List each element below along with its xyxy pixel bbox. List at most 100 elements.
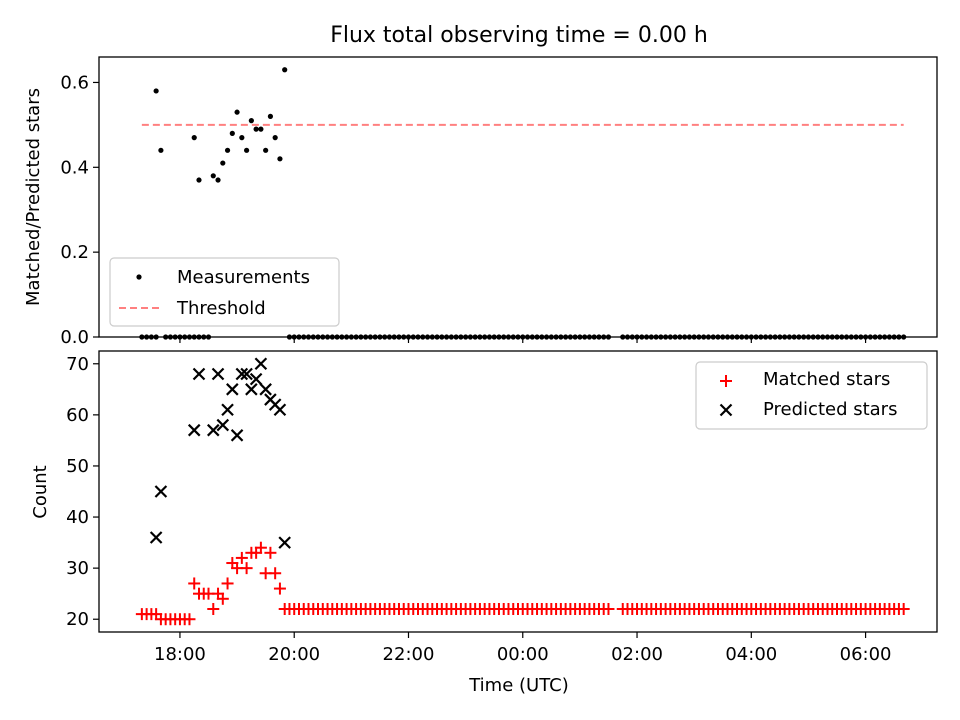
count-panel: Count Time (UTC) 20 30 40 50 60 70 18:00 20:00 2… <box>30 350 938 696</box>
predicted-point <box>226 383 239 396</box>
measurement-point <box>267 113 274 119</box>
predicted-point-b <box>192 367 206 381</box>
measurement-point <box>220 160 226 166</box>
measurement-point <box>215 177 221 183</box>
predicted-point <box>221 403 234 417</box>
predicted-point <box>259 383 272 396</box>
matched-point <box>264 546 277 559</box>
predicted-point <box>149 531 163 544</box>
matched-point <box>897 603 910 616</box>
predicted-point <box>216 418 230 432</box>
predicted-point-b <box>245 383 258 396</box>
predicted-point-b <box>187 423 201 437</box>
ratio-legend-box <box>109 257 340 327</box>
predicted-point <box>278 536 291 549</box>
predicted-point <box>211 367 225 381</box>
ratio-panel-frame <box>98 56 938 338</box>
matched-point <box>269 567 282 580</box>
matched-point <box>221 577 234 590</box>
measurement-point <box>153 88 159 94</box>
matched-point <box>273 582 286 595</box>
x-tick-label: 20:00 <box>268 644 320 665</box>
predicted-point-b <box>206 423 220 437</box>
measurement-point <box>244 147 250 153</box>
legend-predicted-marker <box>719 403 733 417</box>
ratio-y-tick-label: 0.4 <box>60 157 89 178</box>
predicted-point-b <box>240 367 253 381</box>
legend-plus-glyph <box>720 375 732 387</box>
measurement-point <box>196 177 202 183</box>
measurement-point <box>248 118 254 124</box>
legend-x-glyph <box>719 403 733 417</box>
matched-point <box>188 577 201 590</box>
chart-title: Flux total observing time = 0.00 h <box>330 23 708 48</box>
count-y-tick-label: 30 <box>66 558 89 579</box>
measurement-point <box>234 109 240 115</box>
predicted-point <box>154 485 168 498</box>
x-tick-label: 00:00 <box>497 644 549 665</box>
x-tick-label: 04:00 <box>725 644 777 665</box>
legend-predicted-label: Predicted stars <box>763 399 897 420</box>
predicted-point <box>245 383 258 396</box>
ratio-legend: Measurements Threshold <box>109 257 340 327</box>
predicted-point <box>187 423 201 437</box>
predicted-point-b <box>226 383 239 396</box>
x-tick-label: 02:00 <box>611 644 663 665</box>
predicted-point-b <box>259 383 272 396</box>
measurement-point <box>191 135 197 141</box>
measurement-point <box>263 147 269 153</box>
matched-point <box>235 551 248 564</box>
ratio-y-tick-label: 0.2 <box>60 242 89 263</box>
measurement-point <box>272 135 278 141</box>
matched-point <box>207 603 220 616</box>
predicted-point-b <box>249 372 263 386</box>
predicted-point <box>192 367 206 381</box>
matched-point <box>240 562 253 575</box>
ratio-y-tick-label: 0.0 <box>60 327 89 348</box>
measurement-point <box>229 130 235 136</box>
ratio-y-tick-label: 0.6 <box>60 72 89 93</box>
x-tick-label: 22:00 <box>383 644 435 665</box>
predicted-point <box>240 367 253 381</box>
predicted-point-b <box>211 367 225 381</box>
predicted-point <box>230 429 244 442</box>
count-legend-box <box>695 361 928 430</box>
measurement-point <box>224 147 231 153</box>
legend-matched-label: Matched stars <box>763 369 890 390</box>
matched-point <box>254 541 267 554</box>
count-y-tick-label: 20 <box>66 609 89 630</box>
measurement-point <box>277 156 283 162</box>
count-y-tick-label: 70 <box>66 354 89 375</box>
predicted-point-b <box>235 367 249 381</box>
matched-point <box>602 603 615 616</box>
matched-point <box>183 613 196 626</box>
predicted-point <box>249 372 263 386</box>
predicted-point-b <box>149 531 163 544</box>
predicted-point <box>273 403 287 417</box>
legend-matched-marker <box>720 375 732 387</box>
measurement-point <box>158 147 164 153</box>
y-axis-label-count: Count <box>30 465 51 518</box>
legend-x-glyph-b <box>719 403 733 417</box>
predicted-point-b <box>278 536 291 549</box>
predicted-point-b <box>221 403 234 417</box>
predicted-point <box>206 423 220 437</box>
x-tick-label: 06:00 <box>840 644 892 665</box>
predicted-point <box>254 357 268 371</box>
matched-point <box>216 592 229 605</box>
predicted-point-b <box>254 357 268 371</box>
legend-measurements-marker <box>136 274 142 280</box>
count-y-tick-label: 60 <box>66 405 89 426</box>
legend-measurements-label: Measurements <box>177 267 310 288</box>
count-y-tick-label: 50 <box>66 456 89 477</box>
predicted-point-b <box>273 403 287 417</box>
measurement-point <box>258 126 264 132</box>
ratio-panel: Matched/Predicted stars 0.0 0.2 0.4 0.6 Mea… <box>23 56 938 348</box>
measurement-point <box>239 135 245 141</box>
predicted-point <box>235 367 249 381</box>
measurement-point <box>282 67 288 73</box>
legend-threshold-label: Threshold <box>176 298 266 319</box>
predicted-point-b <box>230 429 244 442</box>
count-y-tick-label: 40 <box>66 507 89 528</box>
